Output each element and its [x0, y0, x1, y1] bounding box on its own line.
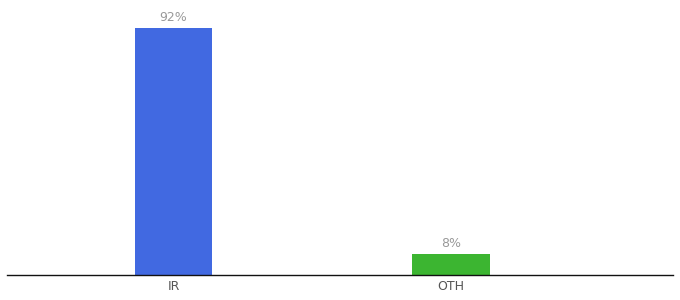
- Bar: [135, 28, 212, 275]
- Text: 92%: 92%: [160, 11, 188, 24]
- Bar: [412, 254, 490, 275]
- Text: 8%: 8%: [441, 237, 461, 250]
